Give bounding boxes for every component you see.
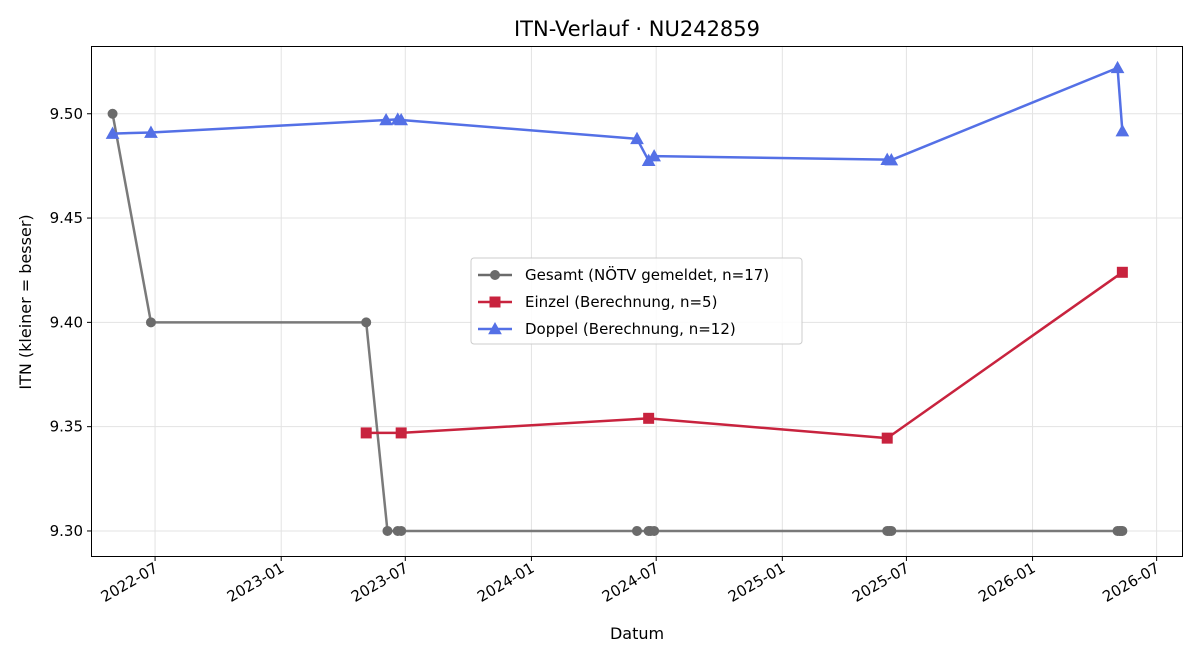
data-point-circle	[396, 525, 407, 536]
x-tick-label: 2026-01	[975, 559, 1038, 606]
legend-swatch-marker	[488, 321, 502, 335]
x-tick-label: 2024-01	[474, 559, 537, 606]
series-square	[360, 266, 1128, 444]
series-layer	[105, 60, 1130, 536]
data-point-square	[395, 427, 407, 439]
series-triangle	[105, 60, 1130, 166]
series-line	[112, 66, 1124, 162]
data-point-triangle	[1115, 124, 1130, 137]
data-point-circle	[649, 525, 660, 536]
x-tick-label: 2024-07	[599, 559, 662, 606]
data-point-triangle	[1110, 60, 1125, 74]
x-tick-label: 2025-07	[849, 559, 912, 606]
data-point-circle	[361, 317, 372, 328]
data-point-circle	[145, 317, 156, 328]
data-point-triangle	[647, 149, 661, 162]
x-tick-label: 2023-01	[224, 559, 287, 606]
data-point-square	[1116, 266, 1128, 278]
data-point-square	[881, 432, 893, 444]
x-axis-label: Datum	[610, 624, 664, 643]
legend-swatch-marker	[490, 270, 500, 280]
legend-entry: Einzel (Berechnung, n=5)	[525, 293, 717, 311]
data-point-square	[643, 412, 655, 424]
x-tick-label: 2026-07	[1099, 559, 1162, 606]
plot-frame	[91, 46, 1183, 557]
y-tick-label: 9.50	[50, 105, 83, 123]
data-point-square	[360, 427, 372, 439]
y-tick-label: 9.45	[50, 209, 83, 227]
series-circle	[107, 108, 1128, 536]
data-point-circle	[1117, 525, 1128, 536]
legend-entry: Doppel (Berechnung, n=12)	[525, 320, 736, 338]
y-tick-label: 9.40	[50, 313, 83, 331]
data-point-circle	[886, 525, 897, 536]
legend-entry: Gesamt (NÖTV gemeldet, n=17)	[525, 265, 769, 284]
legend-swatch-marker	[489, 296, 501, 308]
y-tick-label: 9.30	[50, 522, 83, 540]
y-axis-label: ITN (kleiner = besser)	[16, 214, 35, 389]
chart-title: ITN-Verlauf · NU242859	[514, 17, 760, 41]
data-point-circle	[107, 108, 118, 119]
data-point-triangle	[394, 112, 409, 126]
legend-box	[470, 257, 803, 345]
data-point-triangle	[884, 153, 899, 166]
x-tick-label: 2022-07	[98, 559, 161, 606]
data-point-triangle	[379, 112, 393, 126]
x-tick-label: 2023-07	[348, 559, 411, 606]
data-point-triangle	[105, 126, 120, 139]
data-point-triangle	[630, 131, 644, 145]
legend: Gesamt (NÖTV gemeldet, n=17) Einzel (Bere…	[470, 257, 803, 345]
data-point-circle	[632, 525, 642, 536]
y-tick-label: 9.35	[50, 418, 83, 436]
data-point-circle	[382, 525, 393, 536]
data-point-triangle	[144, 125, 158, 138]
x-tick-label: 2025-01	[725, 559, 788, 606]
